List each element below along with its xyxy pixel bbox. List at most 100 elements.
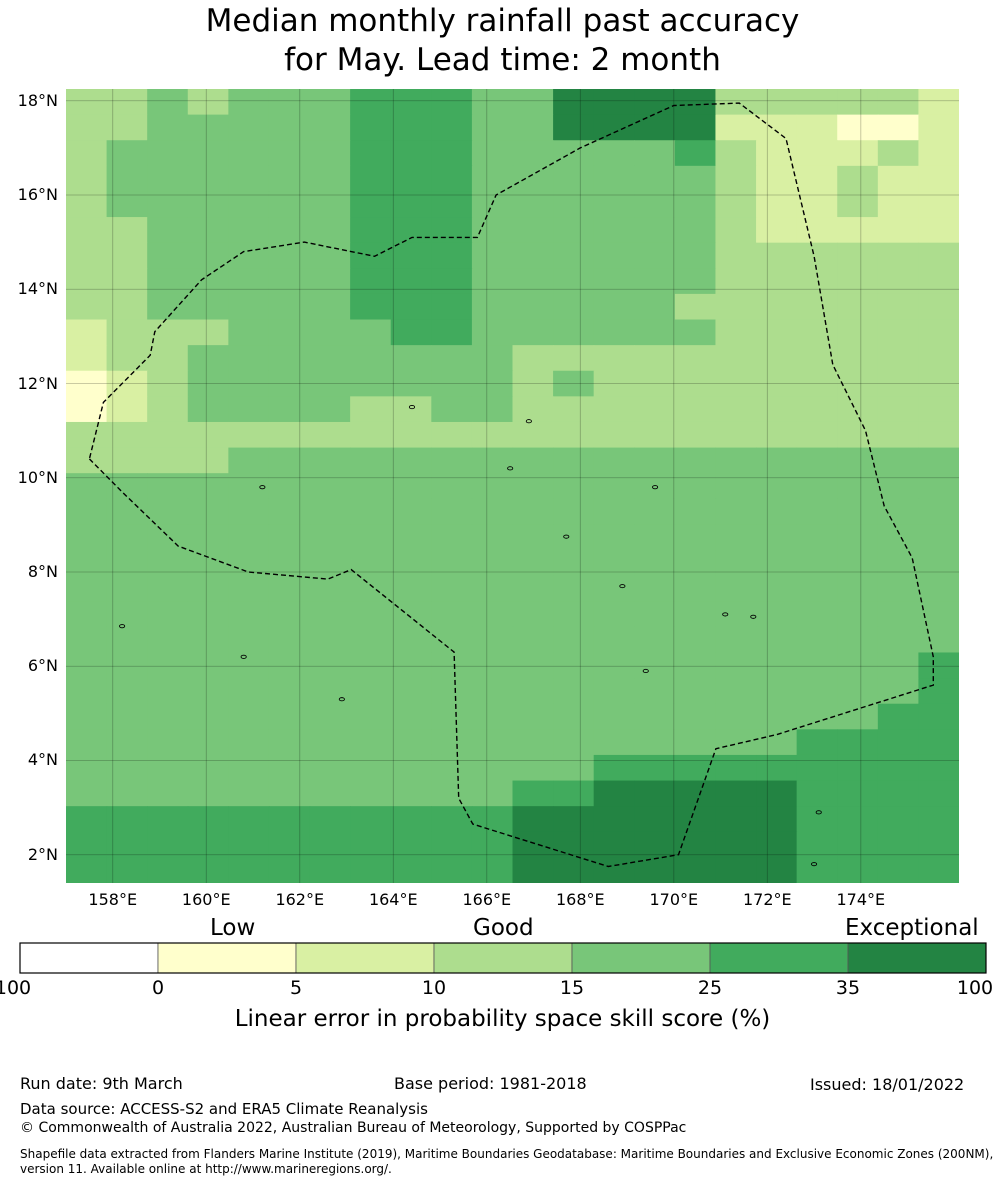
grid-cell xyxy=(553,114,595,141)
grid-cell xyxy=(309,345,351,372)
grid-cell xyxy=(106,165,148,193)
grid-cell xyxy=(390,447,432,474)
grid-cell xyxy=(796,165,838,193)
grid-cell xyxy=(350,370,392,397)
grid-cell xyxy=(634,678,676,705)
grid-cell xyxy=(796,242,838,269)
grid-cell xyxy=(877,345,920,372)
grid-cell xyxy=(471,601,514,628)
grid-cell xyxy=(309,473,351,500)
grid-cell xyxy=(634,396,676,423)
grid-cell xyxy=(268,165,311,193)
grid-cell xyxy=(309,140,351,167)
grid-cell xyxy=(796,626,838,654)
grid-cell xyxy=(268,319,311,346)
grid-cell xyxy=(756,217,798,244)
island-outline xyxy=(338,697,345,702)
grid-cell xyxy=(553,498,595,526)
grid-cell xyxy=(471,114,514,141)
grid-cell xyxy=(390,678,432,705)
grid-cell xyxy=(715,217,757,244)
grid-cell xyxy=(390,217,432,244)
grid-cell xyxy=(390,729,432,756)
grid-cell xyxy=(512,498,554,526)
grid-cell xyxy=(756,780,798,807)
grid-cell xyxy=(756,293,798,321)
grid-cell xyxy=(106,396,148,423)
grid-cell xyxy=(634,242,676,269)
colorbar-tick-label: 35 xyxy=(835,977,861,999)
grid-cell xyxy=(715,857,757,883)
copyright: © Commonwealth of Australia 2022, Austra… xyxy=(20,1120,687,1136)
grid-cell xyxy=(715,806,757,833)
grid-cell xyxy=(756,626,798,654)
grid-cell xyxy=(756,242,798,269)
grid-cell xyxy=(350,857,392,883)
grid-cell xyxy=(228,191,270,218)
grid-cell xyxy=(796,89,838,116)
island-outline xyxy=(815,810,822,815)
grid-cell xyxy=(837,191,879,218)
grid-cell xyxy=(187,89,229,116)
grid-cell xyxy=(390,473,432,500)
grid-cell xyxy=(390,575,432,602)
grid-cell xyxy=(228,652,270,679)
grid-cell xyxy=(918,140,959,167)
grid-cell xyxy=(106,242,148,269)
grid-cell xyxy=(674,421,717,449)
grid-cell xyxy=(147,217,189,244)
grid-cell xyxy=(593,447,635,474)
grid-cell xyxy=(350,601,392,628)
grid-cell xyxy=(715,114,757,141)
grid-cell xyxy=(674,626,717,654)
grid-cell xyxy=(66,806,108,833)
grid-cell xyxy=(918,345,959,372)
grid-cell xyxy=(431,575,473,602)
colorbar-category-low: Low xyxy=(210,915,256,941)
grid-cell xyxy=(512,89,554,116)
grid-cell xyxy=(147,780,189,807)
grid-cell xyxy=(106,601,148,628)
grid-cell xyxy=(593,89,635,116)
grid-cell xyxy=(634,524,676,551)
grid-cell xyxy=(106,498,148,526)
grid-cell xyxy=(350,703,392,730)
longitude-label: 160°E xyxy=(181,890,231,909)
grid-cell xyxy=(593,293,635,321)
grid-cell xyxy=(228,550,270,577)
grid-cell xyxy=(187,626,229,654)
grid-cell xyxy=(268,729,311,756)
grid-cell xyxy=(350,524,392,551)
grid-cell xyxy=(390,396,432,423)
colorbar-segment xyxy=(157,942,297,974)
grid-cell xyxy=(431,729,473,756)
grid-cell xyxy=(796,780,838,807)
grid-cell xyxy=(918,217,959,244)
grid-cell xyxy=(674,729,717,756)
issued-date: Issued: 18/01/2022 xyxy=(810,1075,965,1094)
grid-cell xyxy=(837,447,879,474)
grid-cell xyxy=(756,114,798,141)
grid-cell xyxy=(106,421,148,449)
grid-cell xyxy=(918,114,959,141)
grid-cell xyxy=(837,601,879,628)
island-outline xyxy=(722,612,729,617)
grid-cell xyxy=(674,754,717,782)
grid-cell xyxy=(106,729,148,756)
grid-cell xyxy=(268,345,311,372)
grid-cell xyxy=(918,242,959,269)
grid-cell xyxy=(471,293,514,321)
grid-cell xyxy=(431,217,473,244)
grid-cell xyxy=(837,729,879,756)
grid-cell xyxy=(390,89,432,116)
grid-cell xyxy=(756,754,798,782)
grid-cell xyxy=(66,601,108,628)
grid-cell xyxy=(593,370,635,397)
grid-cell xyxy=(553,345,595,372)
grid-cell xyxy=(390,345,432,372)
colorbar-category-good: Good xyxy=(473,915,534,941)
grid-cell xyxy=(877,421,920,449)
grid-cell xyxy=(309,498,351,526)
grid-cell xyxy=(512,396,554,423)
grid-cell xyxy=(350,729,392,756)
